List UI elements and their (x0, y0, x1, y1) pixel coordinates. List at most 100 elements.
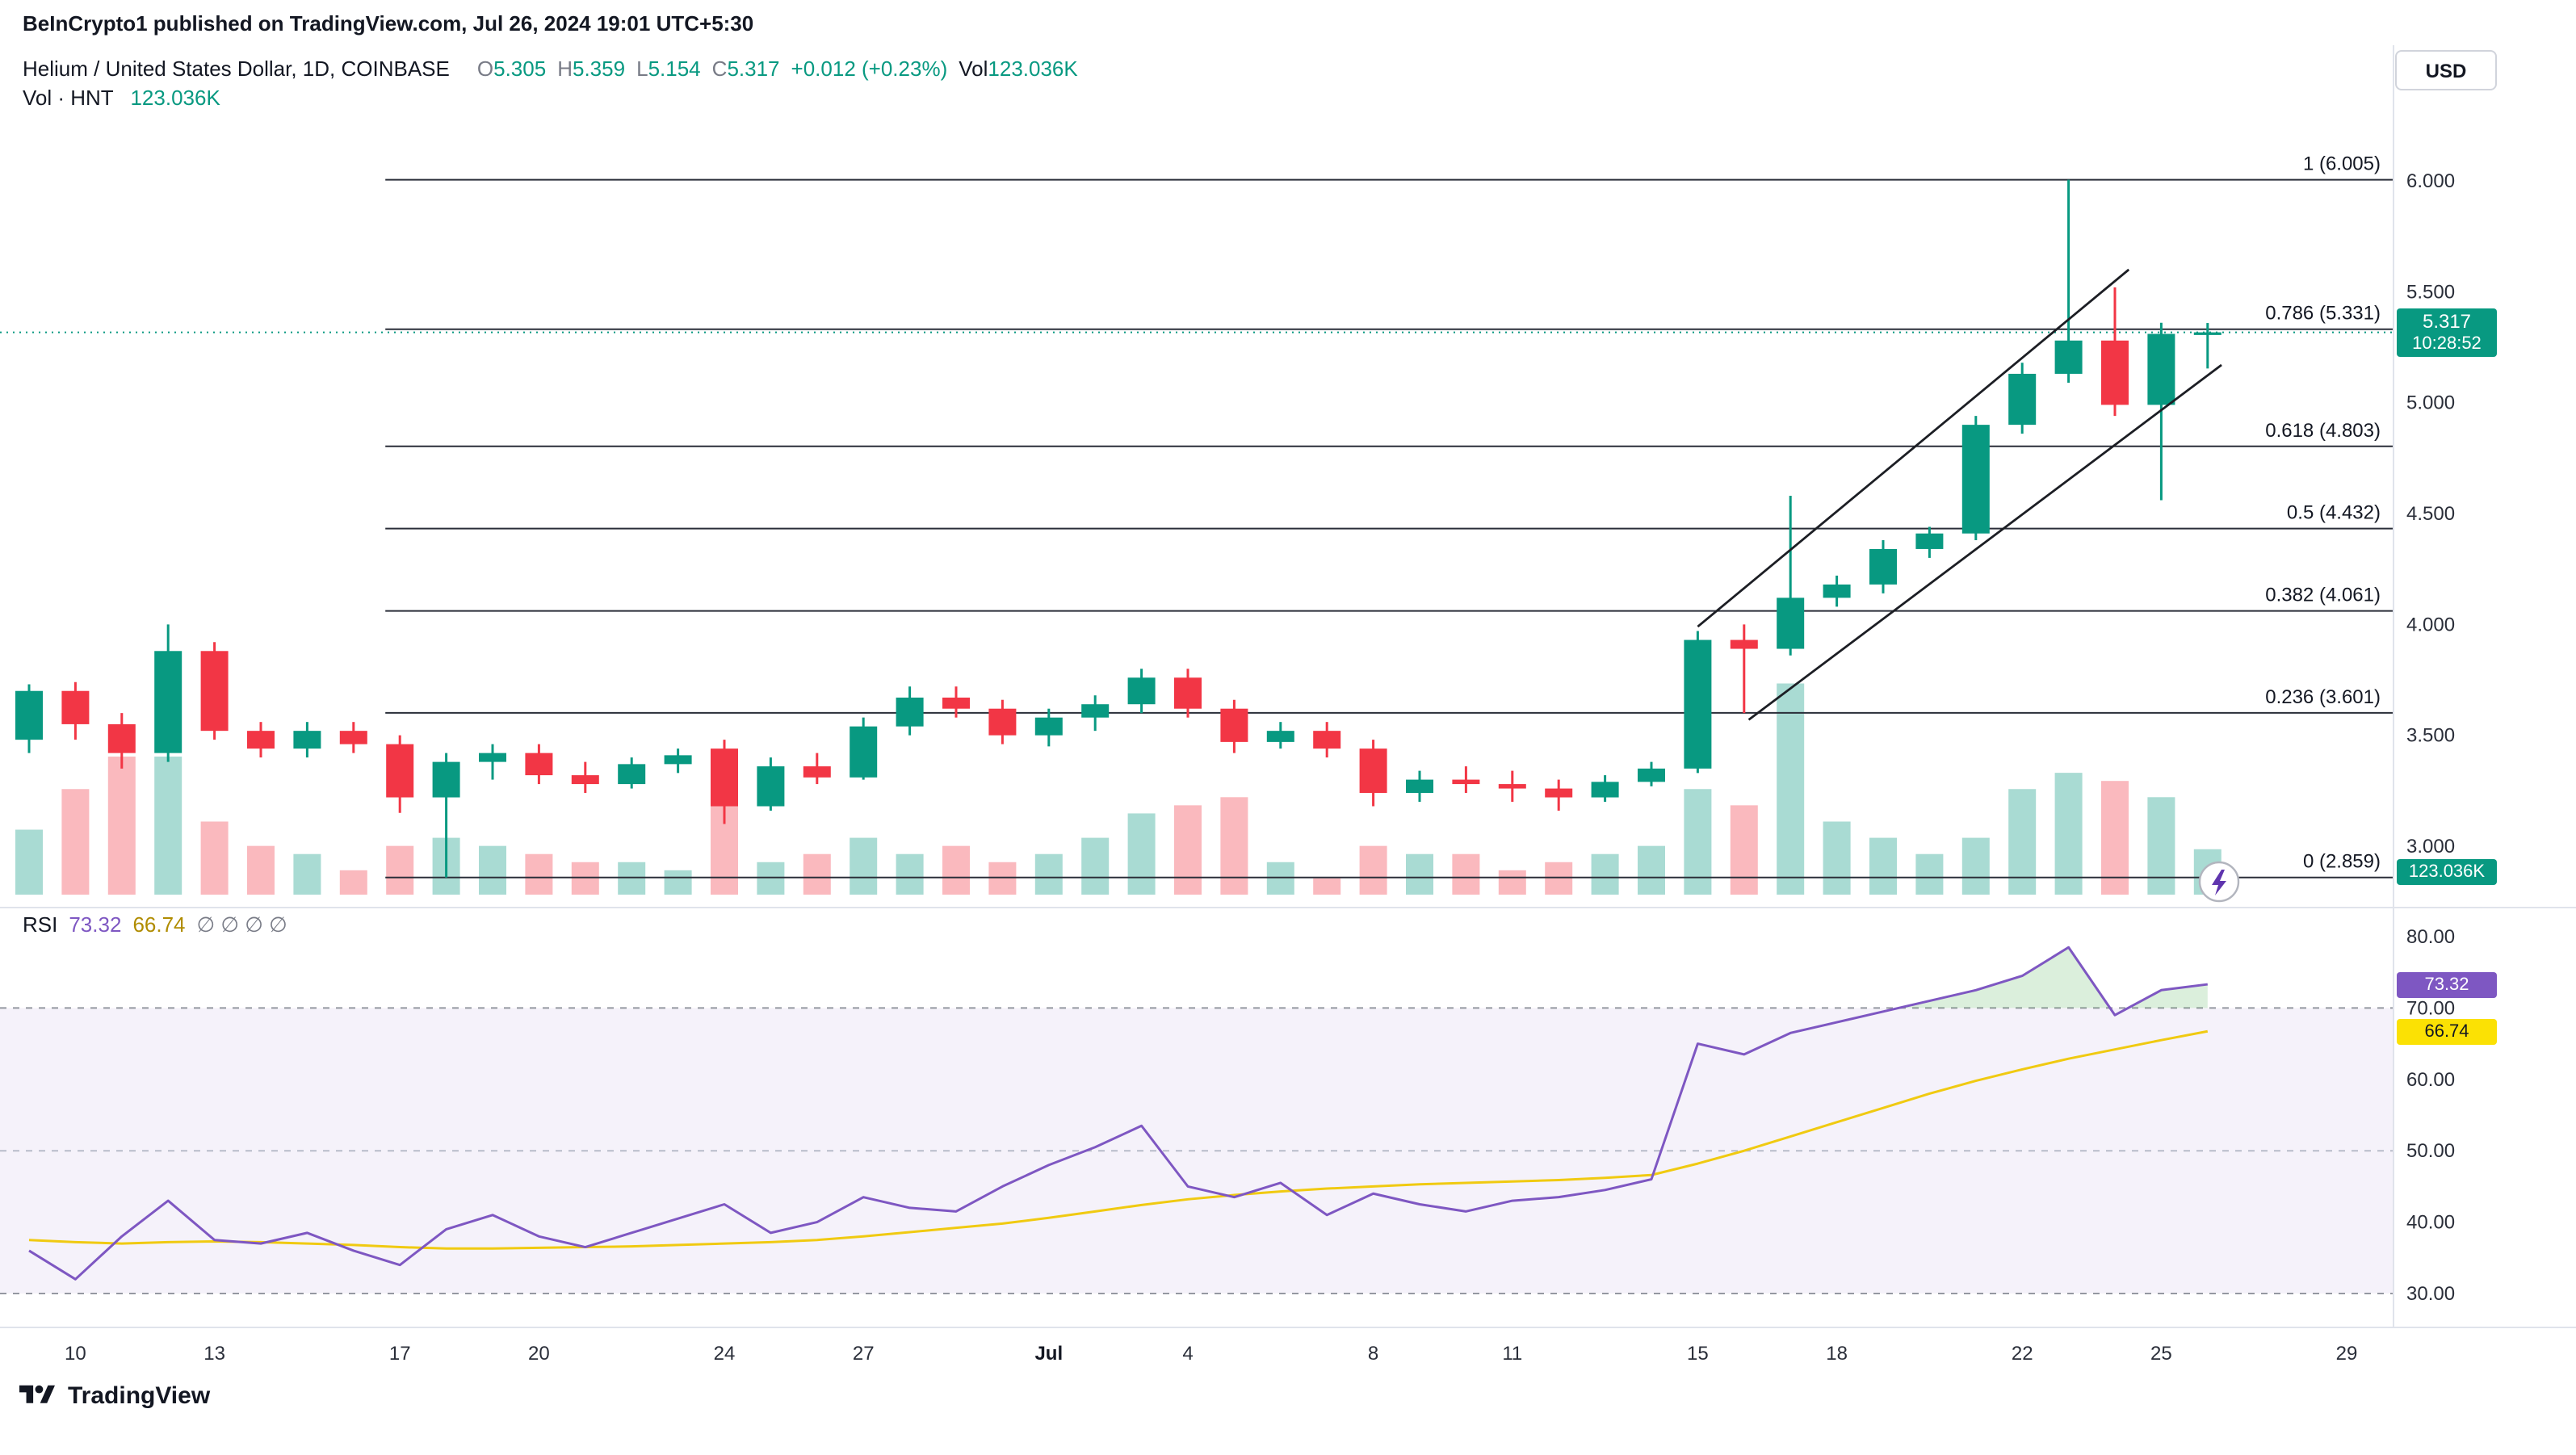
candle-body (1638, 768, 1665, 782)
footer: TradingView (19, 1381, 210, 1410)
volume-bar (1777, 683, 1805, 895)
candle-body (1266, 731, 1294, 742)
symbol-title[interactable]: Helium / United States Dollar, 1D, COINB… (23, 57, 450, 81)
volume-bar (1081, 837, 1110, 895)
volume-bar (1545, 862, 1573, 895)
rsi-axis-label: 30.00 (2406, 1283, 2455, 1305)
price-axis-label: 5.500 (2406, 281, 2455, 303)
ohlc-low-label: L (636, 57, 648, 81)
fib-level-label: 0.5 (4.432) (2287, 502, 2381, 524)
tradingview-logo[interactable] (19, 1381, 55, 1410)
rsi-ma-badge: 66.74 (2397, 1018, 2497, 1045)
volume-bar (15, 829, 43, 895)
volume-bar (1869, 837, 1897, 895)
volume-bar (1313, 878, 1341, 895)
volume-bar (1730, 805, 1758, 895)
rsi-axis[interactable]: 80.00 70.00 60.00 50.00 40.00 30.00 (2406, 926, 2455, 1305)
price-axis[interactable]: 6.000 5.500 5.000 4.500 4.000 3.500 3.000 (2406, 170, 2455, 857)
channel-trendline[interactable] (1747, 363, 2222, 721)
candle-body (1174, 677, 1202, 709)
rsi-axis-label: 40.00 (2406, 1212, 2455, 1234)
rsi-axis-label: 60.00 (2406, 1069, 2455, 1091)
ascending-channel[interactable] (1697, 268, 2222, 721)
volume-bar (1915, 853, 1944, 895)
rsi-badge: 73.32 (2397, 971, 2497, 998)
volume-bar (2008, 789, 2037, 895)
ohlc-open-value: 5.305 (493, 57, 547, 81)
volume-bar (850, 837, 878, 895)
volume-bar (1359, 845, 1387, 895)
candle-body (525, 753, 553, 776)
volume-bar (154, 757, 183, 895)
rsi-legend: RSI 73.32 66.74 ∅ ∅ ∅ ∅ (23, 912, 287, 938)
volume-bar (757, 862, 785, 895)
tradingview-brand[interactable]: TradingView (68, 1382, 211, 1409)
candle-body (339, 731, 367, 744)
time-axis-label: 27 (853, 1343, 875, 1365)
time-axis-label: 15 (1687, 1343, 1709, 1365)
time-axis[interactable]: 10 13 17 20 24 27 Jul 4 8 11 15 18 22 25 29 (65, 1343, 2357, 1365)
volume-bar (1684, 789, 1712, 895)
chart-legend: Helium / United States Dollar, 1D, COINB… (23, 57, 1078, 81)
volume-bar (1452, 853, 1480, 895)
ohlc-high-label: H (557, 57, 573, 81)
volume-bar (618, 862, 646, 895)
price-axis-label: 4.500 (2406, 503, 2455, 525)
volume-label: Vol (959, 57, 988, 81)
candle-body (1406, 779, 1433, 794)
candle-body (571, 775, 599, 785)
ohlc-high-value: 5.359 (573, 57, 626, 81)
fib-retracement[interactable]: 1 (6.005) 0.786 (5.331) 0.618 (4.803) 0.5 (… (385, 153, 2393, 878)
candle-body (2008, 373, 2037, 426)
candle-body (1869, 548, 1897, 585)
lightning-icon[interactable] (2198, 861, 2240, 903)
volume-bar (1591, 853, 1619, 895)
time-axis-label: 25 (2150, 1343, 2172, 1365)
candle-body (247, 731, 275, 749)
candle-body (1452, 779, 1480, 785)
ohlc-open-label: O (476, 57, 494, 81)
volume-bar (2101, 781, 2129, 895)
price-badge: 5.317 10:28:52 (2397, 308, 2497, 357)
volume-bar (1498, 870, 1526, 895)
candle-body (664, 755, 692, 765)
candle-body (1591, 782, 1619, 798)
candle-body (988, 708, 1017, 736)
channel-trendline[interactable] (1697, 268, 2130, 628)
volume-bar (2147, 797, 2175, 895)
rsi-hidden-inputs: ∅ ∅ ∅ ∅ (196, 912, 287, 937)
price-axis-label: 3.000 (2406, 836, 2455, 857)
candle-body (386, 744, 414, 798)
volume-badge: 123.036K (2397, 858, 2497, 885)
candle-body (107, 723, 136, 753)
volume-study-title[interactable]: Vol · HNT (23, 86, 114, 110)
candle-body (1915, 533, 1944, 549)
candle-body (803, 766, 831, 778)
candle-body (61, 690, 90, 724)
volume-bar (1638, 845, 1665, 895)
fib-level-label: 1 (6.005) (2303, 153, 2381, 175)
volume-legend: Vol · HNT 123.036K (23, 86, 220, 110)
ohlc-low-value: 5.154 (648, 57, 701, 81)
fib-level-label: 0.618 (4.803) (2265, 420, 2381, 442)
rsi-axis-label: 80.00 (2406, 926, 2455, 948)
currency-toggle-button[interactable]: USD (2395, 50, 2497, 90)
candles (15, 179, 2221, 878)
volume-bar (664, 870, 692, 895)
fib-level-label: 0.786 (5.331) (2265, 303, 2381, 325)
volume-bar (1961, 837, 1990, 895)
candle-body (2193, 332, 2221, 335)
candle-body (1823, 584, 1851, 598)
volume-bar (1127, 813, 1156, 895)
volume-bar (525, 853, 553, 895)
price-axis-label: 4.000 (2406, 614, 2455, 635)
candle-body (757, 766, 785, 807)
volume-bar (339, 870, 367, 895)
time-axis-label: 10 (65, 1343, 86, 1365)
fib-level-label: 0.236 (3.601) (2265, 686, 2381, 708)
candle-body (711, 748, 738, 807)
rsi-line (28, 946, 2208, 1281)
rsi-title[interactable]: RSI (23, 912, 58, 937)
